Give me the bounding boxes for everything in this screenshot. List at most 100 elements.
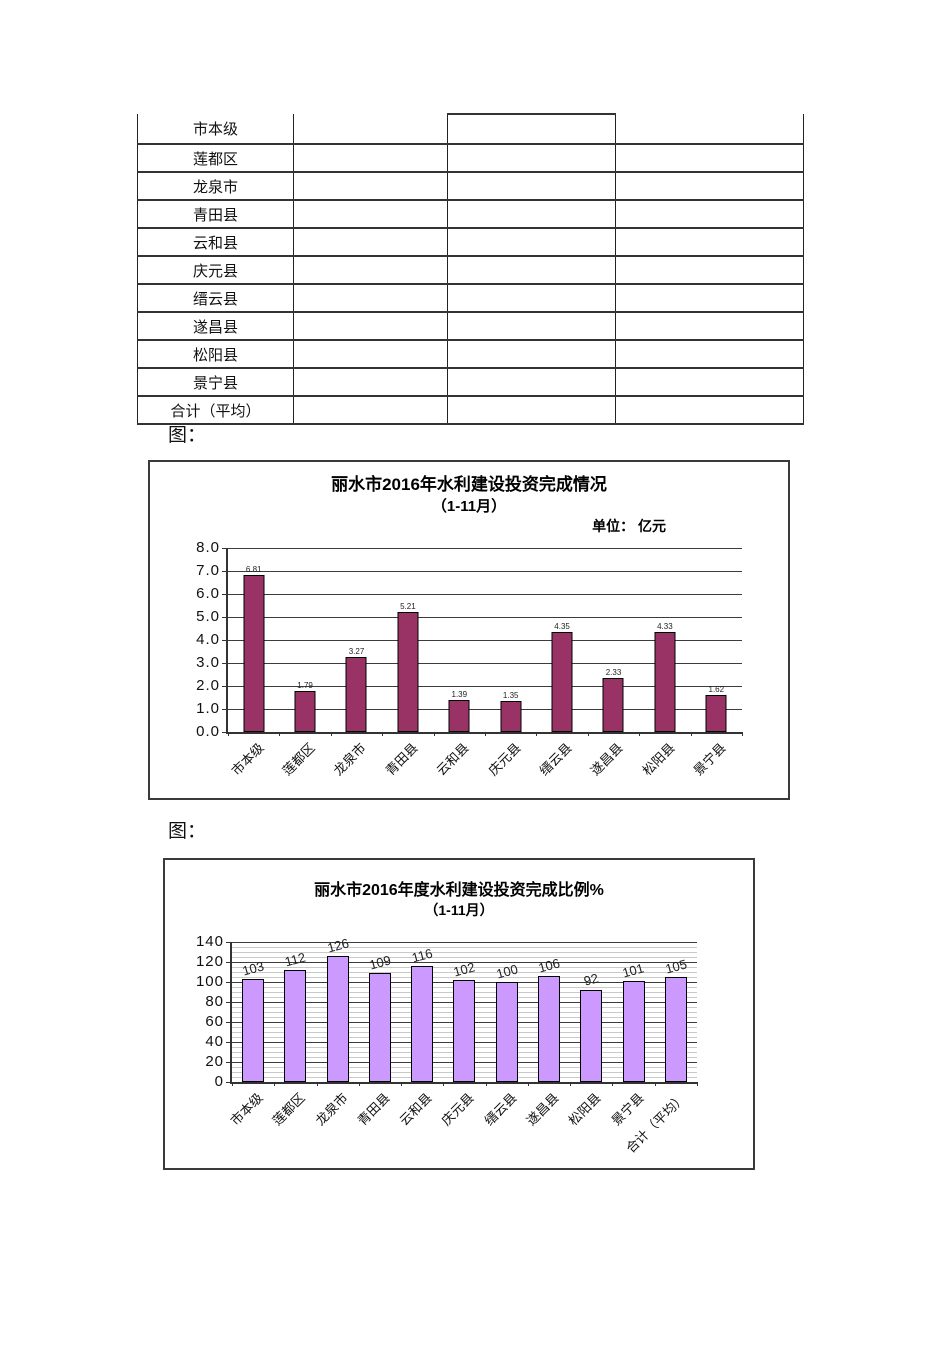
x-axis-category-label: 莲都区 [269, 1090, 309, 1129]
table-cell-empty [615, 199, 804, 229]
table-row: 遂昌县 [137, 311, 804, 341]
table-cell-empty [615, 143, 804, 173]
bar-value-label: 4.33 [657, 622, 673, 632]
x-axis-category-label: 景宁县 [690, 740, 730, 779]
bar-value-label: 3.27 [348, 646, 365, 656]
x-axis-tick [639, 732, 641, 736]
x-axis-tick [316, 1082, 318, 1086]
table-cell-empty [293, 143, 448, 173]
minor-gridline [232, 952, 697, 953]
y-axis-tick [226, 1062, 231, 1063]
x-axis-category-label: 龙泉市 [331, 740, 370, 779]
table-row-header: 松阳县 [137, 339, 294, 369]
bar-slot: 116 云和县 [397, 942, 443, 1129]
table-cell-empty [447, 199, 616, 229]
bar-value-label: 1.35 [502, 690, 519, 700]
table-cell-empty [293, 283, 448, 313]
table-cell-empty [615, 114, 804, 145]
chart1-unit-label: 单位： 亿元 [592, 518, 666, 534]
chart1-plot-area: 8.0 7.0 6.0 5.0 4.0 3.0 2.0 1.0 0.0 6.81 市本级 1.79 莲都… [196, 539, 743, 778]
y-axis-tick [222, 617, 227, 618]
major-gridline [228, 709, 742, 710]
bar [500, 700, 522, 732]
bar [294, 690, 316, 732]
y-axis-tick [226, 982, 231, 983]
bar-slot: 5.21 青田县 [382, 548, 433, 778]
table-cell-empty [293, 311, 448, 341]
y-axis-tick [226, 1042, 231, 1043]
figure-caption-1: 图： [168, 425, 207, 446]
table-cell-empty [447, 339, 616, 369]
table-cell-empty [293, 395, 448, 425]
y-axis-tick-label: 6.0 [196, 585, 220, 602]
bar [622, 981, 645, 1082]
y-axis-tick [222, 640, 227, 641]
y-axis-tick-label: 0 [214, 1073, 224, 1090]
bar-slot: 103 市本级 [228, 942, 274, 1128]
bar [580, 990, 603, 1082]
minor-gridline [232, 967, 697, 968]
table-row-header: 合计（平均） [137, 395, 294, 425]
minor-gridline [232, 947, 697, 948]
table-cell-empty [615, 227, 804, 257]
major-gridline [228, 640, 742, 641]
table-row: 庆元县 [137, 255, 804, 285]
y-axis-tick-label: 120 [195, 953, 224, 970]
x-axis-tick [330, 732, 332, 736]
y-axis-tick-label: 100 [195, 973, 224, 990]
y-axis-tick-label: 8.0 [196, 539, 220, 556]
chart1-title: 丽水市2016年水利建设投资完成情况 [331, 475, 607, 494]
x-axis-category-label: 庆元县 [485, 740, 524, 779]
bar [242, 979, 265, 1082]
bar-slot: 92 松阳县 [566, 942, 612, 1128]
x-axis-tick [485, 732, 486, 736]
major-gridline [232, 942, 697, 943]
x-axis-tick [742, 732, 743, 736]
bar-value-label: 112 [283, 949, 308, 970]
x-axis-tick [485, 1082, 487, 1086]
bar-value-label: 103 [240, 958, 266, 979]
bar [243, 575, 265, 732]
y-axis-tick [222, 663, 227, 664]
x-axis-tick [443, 1082, 445, 1086]
table-cell-empty [293, 199, 448, 229]
chart-completion-ratio: 丽水市2016年度水利建设投资完成比例% （1-11月） 140 120 100 80… [163, 858, 755, 1170]
bar [654, 632, 676, 732]
y-axis-tick [222, 686, 227, 687]
table-row-header: 景宁县 [137, 367, 294, 397]
bar-slot: 4.35 缙云县 [536, 548, 587, 778]
bar-value-label: 92 [582, 970, 601, 989]
bar-value-label: 1.39 [451, 690, 468, 700]
table-cell-empty [615, 171, 804, 201]
y-axis-tick [226, 1022, 231, 1023]
y-axis-tick-label: 2.0 [196, 677, 220, 694]
bar-slot: 1.79 莲都区 [279, 548, 330, 778]
x-axis-tick [279, 732, 281, 736]
x-axis-tick [228, 732, 229, 736]
table-cell-empty [293, 114, 448, 145]
major-gridline [228, 571, 742, 572]
y-axis-tick-label: 7.0 [196, 562, 220, 579]
y-axis-tick [222, 548, 227, 549]
bar [664, 977, 687, 1082]
x-axis-category-label: 松阳县 [639, 740, 678, 779]
table-cell-empty [615, 283, 804, 313]
table-cell-empty [615, 255, 804, 285]
y-axis-tick-label: 60 [205, 1013, 224, 1030]
chart2-subtitle: （1-11月） [424, 902, 494, 918]
table-cell-empty [615, 311, 804, 341]
x-axis-tick [401, 1082, 403, 1086]
table-row: 合计（平均） [137, 395, 804, 425]
x-axis-tick [570, 1082, 572, 1086]
y-axis-tick-label: 5.0 [196, 608, 220, 625]
investment-table: 市本级 莲都区 龙泉市 青田县 云和县 庆元县 缙云县 遂昌县 松阳县 景宁县 合计（平均） [137, 113, 804, 425]
bar-slot: 126 龙泉市 [312, 935, 359, 1128]
x-axis-tick [274, 1082, 276, 1086]
table-cell-empty [447, 367, 616, 397]
y-axis-tick [226, 942, 231, 943]
bar-value-label: 109 [367, 952, 393, 973]
bar-value-label: 116 [410, 945, 435, 966]
x-axis-category-label: 云和县 [433, 740, 473, 779]
chart-investment-completed: 丽水市2016年水利建设投资完成情况 （1-11月） 单位： 亿元 8.0 7.0… [148, 460, 790, 800]
table-cell-empty [447, 143, 616, 173]
